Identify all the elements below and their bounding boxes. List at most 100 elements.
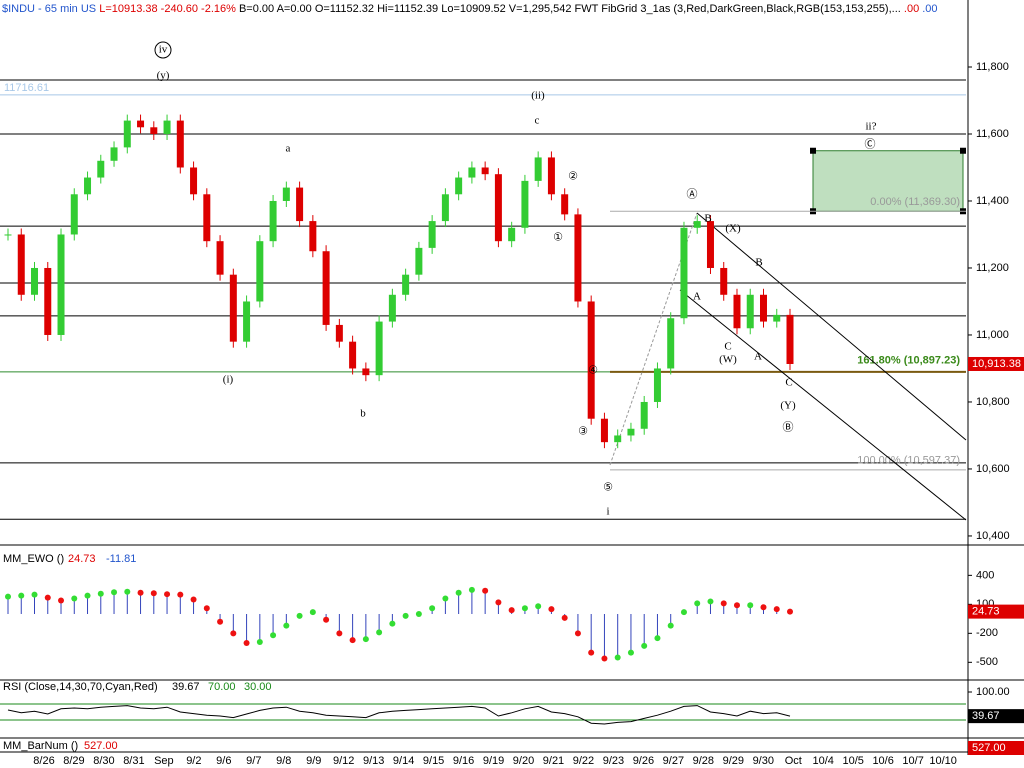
ewo-dot bbox=[243, 639, 250, 646]
wave-label: (y) bbox=[157, 70, 170, 82]
ewo-dot bbox=[336, 630, 343, 637]
ewo-dot bbox=[627, 649, 634, 656]
symbol: $INDU - 65 min US bbox=[2, 3, 97, 15]
x-tick-label: 9/20 bbox=[513, 755, 534, 767]
candle bbox=[57, 234, 65, 335]
rsi-line bbox=[7, 705, 791, 725]
x-tick-label: 10/10 bbox=[929, 755, 957, 767]
candle bbox=[786, 314, 794, 364]
ewo-dot bbox=[720, 600, 727, 607]
candle bbox=[600, 418, 608, 443]
barnum-box bbox=[968, 741, 1024, 755]
x-tick-label: 8/30 bbox=[93, 755, 114, 767]
candle bbox=[97, 160, 105, 178]
ewo-tick-label: -200 bbox=[976, 627, 998, 639]
candle bbox=[216, 241, 224, 275]
ewo-box bbox=[968, 604, 1024, 619]
ewo-dot bbox=[787, 608, 793, 615]
channel bbox=[679, 289, 967, 521]
wave-label: Ⓑ bbox=[783, 421, 794, 434]
candle bbox=[428, 221, 436, 248]
wave-label: i bbox=[606, 506, 609, 518]
ewo-dot bbox=[124, 588, 131, 595]
candle bbox=[296, 187, 304, 222]
info: B=0.00 A=0.00 O=11152.32 Hi=11152.39 Lo=… bbox=[238, 3, 901, 15]
ewo-dot bbox=[164, 591, 171, 598]
candle bbox=[720, 267, 728, 295]
ewo-dot bbox=[535, 603, 542, 610]
y-tick-label: 11,000 bbox=[976, 329, 1009, 341]
x-tick-label: 9/26 bbox=[633, 755, 654, 767]
candle bbox=[773, 314, 781, 322]
candle bbox=[31, 267, 39, 295]
y-tick-label: 11,400 bbox=[976, 195, 1009, 207]
candle bbox=[759, 294, 767, 322]
ewo-dot bbox=[415, 611, 422, 617]
x-tick-label: 9/14 bbox=[393, 755, 414, 767]
candle bbox=[123, 120, 131, 148]
fib-label: 100.00% (10,597.37) bbox=[857, 455, 960, 467]
x-tick-label: 9/16 bbox=[453, 755, 474, 767]
handle bbox=[810, 147, 816, 154]
candle bbox=[494, 174, 502, 242]
ewo-dot bbox=[376, 629, 383, 636]
ewo-dot bbox=[402, 612, 409, 619]
rsi-v3: 30.00 bbox=[244, 681, 272, 693]
candle bbox=[547, 157, 555, 195]
ewo-dot bbox=[111, 589, 118, 596]
f1: .00 bbox=[903, 3, 920, 15]
x-tick-label: 9/13 bbox=[363, 755, 384, 767]
ewo-dot bbox=[389, 620, 396, 627]
ewo-dot bbox=[667, 622, 674, 629]
candle bbox=[614, 435, 622, 443]
ewo-dot bbox=[71, 595, 78, 602]
wave-label: C bbox=[785, 377, 792, 389]
candle bbox=[150, 127, 158, 134]
wave-label: Ⓐ bbox=[687, 188, 698, 201]
ewo-dot bbox=[44, 594, 51, 601]
ewo-dot bbox=[58, 597, 65, 604]
candle bbox=[309, 221, 317, 252]
ewo-dot bbox=[230, 630, 237, 637]
candle bbox=[176, 120, 184, 168]
channel bbox=[696, 212, 967, 441]
candle bbox=[349, 341, 357, 369]
ewo-tick-label: -500 bbox=[976, 656, 998, 668]
candle bbox=[627, 428, 635, 436]
ewo-dot bbox=[588, 649, 595, 656]
ewo-dot bbox=[256, 639, 263, 646]
y-tick-label: 11,600 bbox=[976, 128, 1009, 140]
last: L=10913.38 -240.60 -2.16% bbox=[99, 3, 236, 15]
ewo-dot bbox=[150, 590, 157, 597]
ewo-dot bbox=[614, 654, 621, 661]
ewo-v1: 24.73 bbox=[68, 553, 96, 565]
candle bbox=[706, 221, 714, 268]
y-tick-label: 11,800 bbox=[976, 61, 1009, 73]
ewo-dot bbox=[323, 616, 330, 623]
ewo-dot bbox=[270, 632, 277, 639]
wave-label: ③ bbox=[578, 426, 588, 438]
ewo-dot bbox=[747, 602, 754, 609]
wave-label: ① bbox=[553, 232, 563, 244]
x-tick-label: 9/9 bbox=[306, 755, 321, 767]
x-tick-label: 9/30 bbox=[753, 755, 774, 767]
wave-label: (ii) bbox=[531, 90, 545, 102]
wave-label: b bbox=[360, 408, 366, 420]
y-tick-label: 11,200 bbox=[976, 262, 1009, 274]
ewo-dot bbox=[203, 605, 210, 612]
wave-label: B bbox=[704, 213, 711, 225]
wave-label: C bbox=[724, 341, 731, 353]
ewo-dot bbox=[760, 604, 767, 611]
x-tick-label: 9/23 bbox=[603, 755, 624, 767]
ewo-dot bbox=[694, 600, 701, 607]
candle bbox=[4, 234, 12, 236]
ewo-dot bbox=[574, 630, 581, 637]
ewo-dot bbox=[482, 587, 489, 594]
candle bbox=[229, 274, 237, 342]
ref-label: 11716.61 bbox=[4, 82, 49, 94]
ewo-dot bbox=[654, 635, 661, 642]
candle bbox=[256, 241, 264, 302]
wave-label: A bbox=[754, 351, 762, 363]
x-tick-label: 10/4 bbox=[813, 755, 834, 767]
